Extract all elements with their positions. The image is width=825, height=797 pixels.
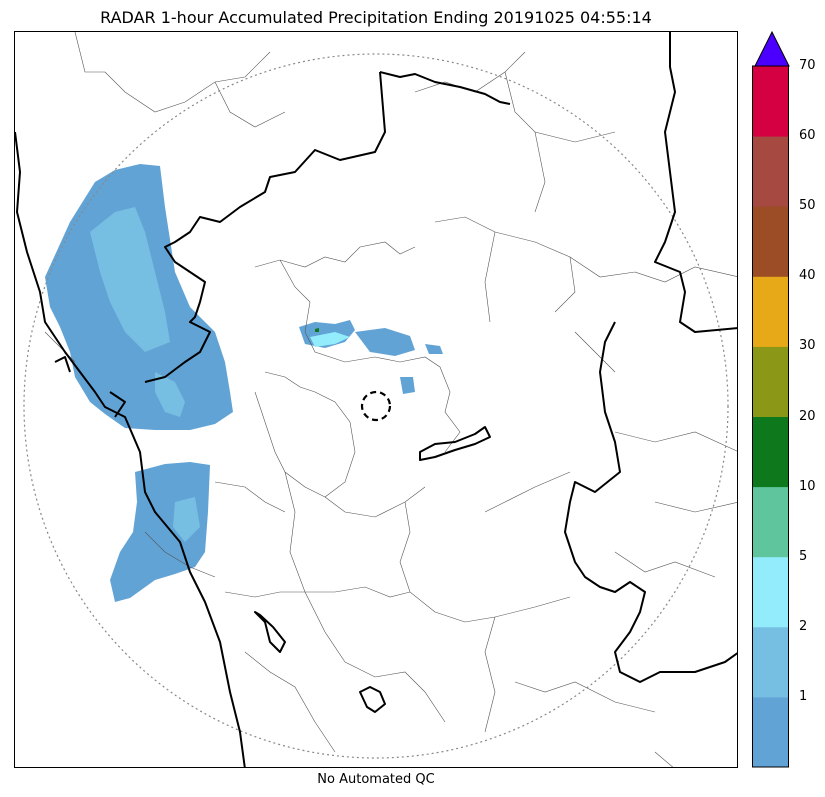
colorbar-segment xyxy=(752,696,789,768)
colorbar-segment xyxy=(752,206,789,277)
colorbar-tick-label: 60 xyxy=(799,128,816,144)
colorbar-segment xyxy=(752,346,789,417)
colorbar-segment xyxy=(752,486,789,558)
colorbar-segment xyxy=(752,416,789,488)
colorbar-tick-label: 2 xyxy=(799,618,808,634)
colorbar-tick-label: 1 xyxy=(799,688,808,704)
map-title: RADAR 1-hour Accumulated Precipitation E… xyxy=(100,8,652,27)
colorbar-segment xyxy=(752,626,789,698)
colorbar-tick-label: 70 xyxy=(799,58,816,73)
radar-map xyxy=(14,31,738,768)
radar-range-ring xyxy=(23,53,729,759)
colorbar-segment xyxy=(752,136,789,207)
colorbar-segment xyxy=(752,276,789,347)
precipitation-swaths xyxy=(45,164,443,602)
state-boundaries xyxy=(15,32,737,767)
precipitation-colorbar xyxy=(752,30,792,770)
district-boundaries xyxy=(44,32,737,767)
colorbar-tick-label: 10 xyxy=(799,478,816,494)
colorbar-segment xyxy=(752,66,789,137)
qc-status-label: No Automated QC xyxy=(317,772,435,787)
colorbar-tick-label: 30 xyxy=(799,338,816,354)
colorbar-tick-label: 20 xyxy=(799,408,816,424)
radar-site-marker xyxy=(360,390,392,422)
colorbar-tick-label: 40 xyxy=(799,268,816,284)
colorbar-overflow-arrow xyxy=(754,30,790,67)
colorbar-segment xyxy=(752,556,789,628)
colorbar-tick-label: 5 xyxy=(799,548,808,564)
colorbar-tick-label: 50 xyxy=(799,198,816,214)
